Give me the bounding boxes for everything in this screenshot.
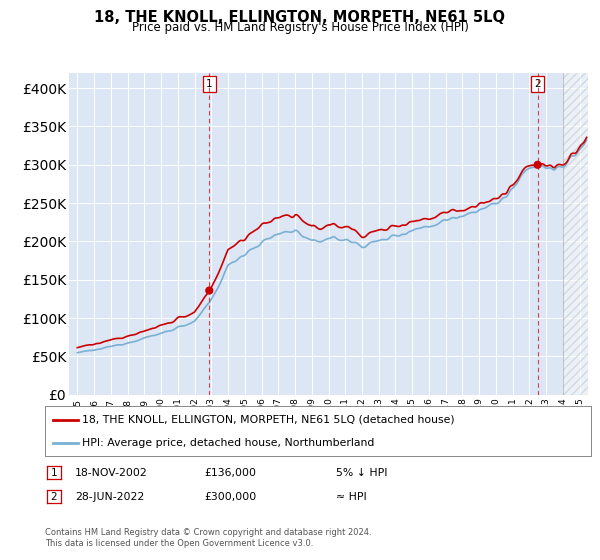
Text: 18, THE KNOLL, ELLINGTON, MORPETH, NE61 5LQ: 18, THE KNOLL, ELLINGTON, MORPETH, NE61 … <box>95 10 505 25</box>
Text: 18-NOV-2002: 18-NOV-2002 <box>75 468 148 478</box>
Text: 18, THE KNOLL, ELLINGTON, MORPETH, NE61 5LQ (detached house): 18, THE KNOLL, ELLINGTON, MORPETH, NE61 … <box>82 414 455 424</box>
Text: 1: 1 <box>50 468 58 478</box>
Text: 5% ↓ HPI: 5% ↓ HPI <box>336 468 388 478</box>
Text: This data is licensed under the Open Government Licence v3.0.: This data is licensed under the Open Gov… <box>45 539 313 548</box>
Point <box>205 286 214 295</box>
Point <box>533 160 542 169</box>
Text: 1: 1 <box>206 79 212 89</box>
Text: £136,000: £136,000 <box>204 468 256 478</box>
Text: HPI: Average price, detached house, Northumberland: HPI: Average price, detached house, Nort… <box>82 438 374 448</box>
Text: ≈ HPI: ≈ HPI <box>336 492 367 502</box>
Text: 28-JUN-2022: 28-JUN-2022 <box>75 492 144 502</box>
Text: £300,000: £300,000 <box>204 492 256 502</box>
Text: Price paid vs. HM Land Registry's House Price Index (HPI): Price paid vs. HM Land Registry's House … <box>131 21 469 34</box>
Text: 2: 2 <box>534 79 541 89</box>
Text: Contains HM Land Registry data © Crown copyright and database right 2024.: Contains HM Land Registry data © Crown c… <box>45 528 371 536</box>
Text: 2: 2 <box>50 492 58 502</box>
